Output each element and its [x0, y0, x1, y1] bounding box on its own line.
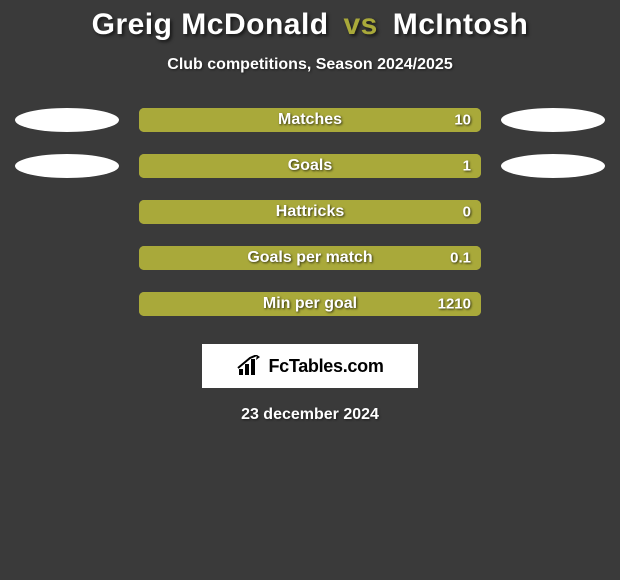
stat-value-right: 1 [463, 158, 471, 175]
stat-value-right: 0.1 [450, 250, 471, 267]
player2-name: McIntosh [393, 8, 529, 41]
stat-value-right: 1210 [438, 296, 471, 313]
vs-label: vs [343, 8, 377, 41]
stat-bar: Matches 10 [139, 108, 481, 132]
logo-text: FcTables.com [268, 356, 383, 377]
stat-bar: Hattricks 0 [139, 200, 481, 224]
date: 23 december 2024 [241, 406, 379, 424]
stat-row: Min per goal 1210 [0, 292, 620, 316]
stat-label: Hattricks [276, 203, 344, 221]
stat-value-right: 10 [454, 112, 471, 129]
stat-value-right: 0 [463, 204, 471, 221]
stat-label: Matches [278, 111, 342, 129]
stat-label: Min per goal [263, 295, 357, 313]
left-ellipse [15, 154, 119, 178]
stat-bar: Goals per match 0.1 [139, 246, 481, 270]
stat-bar: Min per goal 1210 [139, 292, 481, 316]
stats-rows: Matches 10 Goals 1 Hattricks 0 Goals per match… [0, 108, 620, 316]
stat-bar: Goals 1 [139, 154, 481, 178]
stat-row: Goals per match 0.1 [0, 246, 620, 270]
player1-name: Greig McDonald [92, 8, 329, 41]
stat-label: Goals per match [247, 249, 372, 267]
left-ellipse [15, 108, 119, 132]
page-title: Greig McDonald vs McIntosh [92, 8, 529, 42]
stat-row: Hattricks 0 [0, 200, 620, 224]
comparison-card: Greig McDonald vs McIntosh Club competit… [0, 0, 620, 424]
right-ellipse [501, 108, 605, 132]
logo[interactable]: FcTables.com [202, 344, 418, 388]
stat-row: Goals 1 [0, 154, 620, 178]
subtitle: Club competitions, Season 2024/2025 [167, 56, 452, 74]
bar-chart-icon [236, 355, 262, 377]
stat-label: Goals [288, 157, 332, 175]
right-ellipse [501, 154, 605, 178]
stat-row: Matches 10 [0, 108, 620, 132]
